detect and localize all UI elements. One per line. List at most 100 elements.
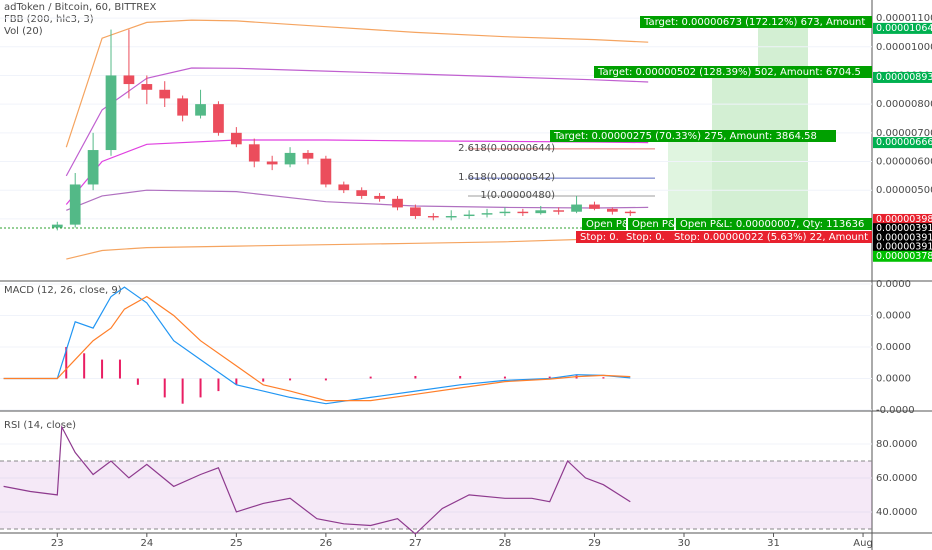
macd-histogram-bar: [118, 359, 121, 379]
candle-body: [266, 161, 278, 165]
y-tick-label: 0.0000: [876, 374, 911, 385]
price-tag-label: 0.00000391: [876, 223, 932, 234]
trade-box: [628, 218, 674, 230]
macd-histogram-bar: [199, 378, 202, 398]
candle-body: [606, 208, 618, 212]
macd-histogram-bar: [369, 376, 372, 379]
y-tick-label: -0.0000: [876, 405, 915, 416]
macd-histogram-bar: [414, 375, 417, 379]
indicator-label: Vol (20): [4, 26, 43, 37]
macd-histogram-bar: [136, 378, 139, 385]
x-tick-label: 23: [51, 538, 64, 549]
candle-body: [535, 210, 547, 214]
candle-body: [248, 144, 260, 162]
price-tag: [873, 71, 932, 83]
trade-box: [670, 231, 872, 243]
target-zone: [758, 18, 808, 228]
trade-label: Stop: 0.00000022 (5.63%) 22, Amount: [674, 232, 868, 243]
candle-body: [571, 204, 582, 212]
candle-body: [338, 184, 350, 191]
macd-histogram-bar: [602, 377, 605, 379]
trade-box: [550, 130, 836, 142]
candle-body: [481, 213, 493, 215]
macd-histogram-bar: [217, 378, 220, 392]
trade-label: Open P&: [586, 219, 630, 230]
fib-label: 1(0.00000480): [480, 190, 555, 201]
candle-body: [284, 152, 296, 165]
macd-histogram-bar: [548, 376, 551, 379]
x-tick-label: 26: [320, 538, 333, 549]
candle-body: [589, 204, 600, 209]
macd-histogram-bar: [83, 353, 86, 379]
candle-body: [427, 216, 439, 218]
price-tag: [873, 213, 932, 225]
price-tag: [873, 250, 932, 262]
candle-body: [463, 214, 475, 217]
candle-body: [195, 104, 206, 116]
trade-label: Target: 0.00000673 (172.12%) 673, Amount: [643, 17, 865, 28]
candle-body: [69, 184, 81, 225]
trade-label: Target: 0.00000502 (128.39%) 502, Amount…: [597, 67, 861, 78]
y-tick-label: 0.0000: [876, 342, 911, 353]
price-tag-label: 0.00000398: [876, 214, 932, 225]
candle-body: [213, 104, 224, 133]
target-zone: [712, 76, 758, 228]
y-tick-label: 80.0000: [876, 439, 917, 450]
price-tag-label: 0.00000391: [876, 242, 932, 253]
price-tag-label: 0.00000391: [876, 232, 932, 243]
price-tag-label: 0.00000666: [876, 137, 932, 148]
indicator-line: [66, 189, 649, 211]
x-tick-label: 27: [409, 538, 422, 549]
y-tick-label: 60.0000: [876, 473, 917, 484]
candle-body: [141, 84, 153, 90]
price-tag: [873, 137, 932, 149]
indicator-line: [65, 19, 649, 148]
price-tag-label: 0.00000893: [876, 72, 932, 83]
fib-label: 2.618(0.00000644): [458, 143, 555, 154]
fib-label: 1.618(0.00000542): [458, 172, 555, 183]
x-tick-label: 30: [678, 538, 691, 549]
price-tag-label: 0.00001064: [876, 23, 932, 34]
trade-box: [622, 231, 670, 243]
price-tag: [873, 223, 932, 235]
candle-body: [320, 158, 332, 185]
y-tick-label: 0.00001000: [876, 42, 932, 53]
macd-histogram-bar: [324, 378, 327, 381]
indicator-line: [3, 424, 631, 535]
candle-body: [624, 211, 636, 214]
candle-body: [177, 98, 189, 116]
candle-body: [51, 224, 63, 228]
price-tag: [873, 241, 932, 253]
candle-body: [123, 75, 135, 85]
trade-box: [676, 218, 872, 230]
price-tag: [873, 22, 932, 34]
x-tick-label: 25: [230, 538, 243, 549]
rsi-band: [0, 460, 872, 529]
candle-body: [159, 89, 171, 99]
trade-box: [594, 66, 872, 78]
candle-body: [445, 216, 457, 218]
candle-body: [356, 190, 368, 196]
trade-label: Stop: 0.: [626, 232, 665, 243]
y-tick-label: 0.00000500: [876, 185, 932, 196]
chart-title: adToken / Bitcoin, 60, BITTREX: [4, 2, 157, 13]
macd-histogram-bar: [503, 376, 506, 379]
price-tag-label: 0.00000378: [876, 251, 932, 262]
x-tick-label: Aug: [853, 538, 873, 549]
trade-label: Stop: 0.: [580, 232, 619, 243]
y-tick-label: 0.0000: [876, 279, 911, 290]
macd-histogram-bar: [163, 378, 166, 398]
price-tag: [873, 232, 932, 244]
candle-body: [87, 150, 99, 185]
indicator-line: [65, 67, 649, 177]
macd-histogram-bar: [262, 378, 265, 382]
candle-body: [553, 210, 565, 212]
x-tick-label: 29: [588, 538, 601, 549]
macd-histogram-bar: [235, 378, 238, 385]
candle-body: [499, 211, 511, 214]
indicator-line: [3, 286, 631, 405]
macd-histogram-bar: [289, 378, 292, 381]
trade-label: Open P&L: 0.00000007, Qty: 113636: [680, 219, 864, 230]
trade-label: Open P&: [632, 219, 676, 230]
